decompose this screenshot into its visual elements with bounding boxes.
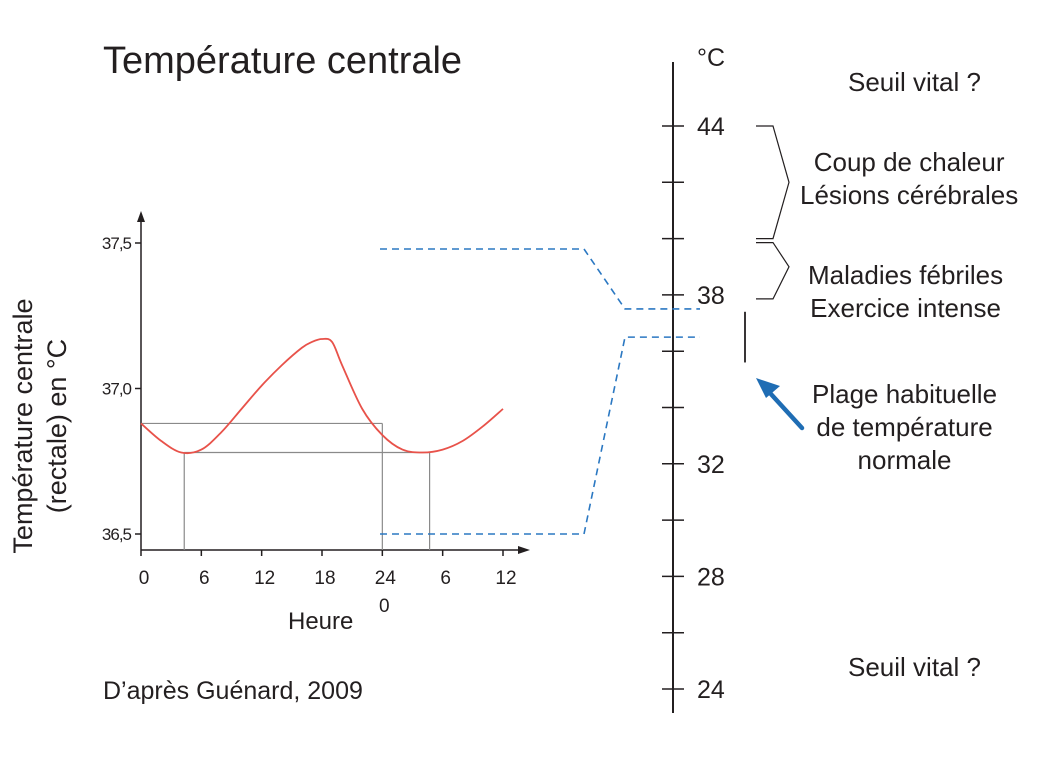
scale-unit-label: °C — [697, 44, 725, 72]
scale-tick-label: 28 — [697, 563, 725, 591]
x-tick-label: 6 — [199, 568, 210, 589]
scale-tick-label: 24 — [697, 676, 725, 704]
x-tick-label: 18 — [314, 568, 335, 589]
x-tick-label: 12 — [254, 568, 275, 589]
scale-tick-label: 44 — [697, 113, 725, 141]
y-axis-arrowhead — [137, 211, 145, 222]
annotation-bottom-threshold: Seuil vital ? — [848, 652, 981, 682]
x-axis-arrowhead — [518, 546, 530, 554]
x-tick-label: 24 — [375, 568, 397, 589]
annotation-heatstroke: Coup de chaleur Lésions cérébrales — [800, 147, 1019, 210]
chart-title: Température centrale — [103, 40, 463, 82]
annotation-top-threshold: Seuil vital ? — [848, 67, 981, 97]
x-tick-label: 0 — [139, 568, 150, 589]
annotation-fever: Maladies fébriles Exercice intense — [808, 260, 1004, 323]
source-citation: D’après Guénard, 2009 — [103, 677, 363, 705]
annotation-normal-range: Plage habituelle de température normale — [812, 379, 998, 475]
x-tick-label: 12 — [495, 568, 516, 589]
x-tick-label-day2: 0 — [379, 596, 390, 617]
zoom-connector-bottom — [380, 336, 700, 535]
x-tick-label: 6 — [440, 568, 451, 589]
zoom-connector-top — [380, 248, 700, 310]
scale-tick-label: 38 — [697, 282, 725, 310]
temperature-curve — [140, 337, 504, 455]
y-tick-label: 36,5 — [102, 525, 132, 544]
y-tick-label: 37,0 — [102, 380, 132, 399]
scale-tick-label: 32 — [697, 451, 725, 479]
y-tick-label: 37,5 — [102, 234, 132, 253]
arrow-normal-range-line — [767, 390, 805, 431]
bracket-fever — [756, 242, 790, 300]
arrow-normal-range-head — [756, 378, 780, 398]
bracket-heatstroke — [756, 125, 790, 240]
x-axis-label: Heure — [288, 608, 354, 635]
